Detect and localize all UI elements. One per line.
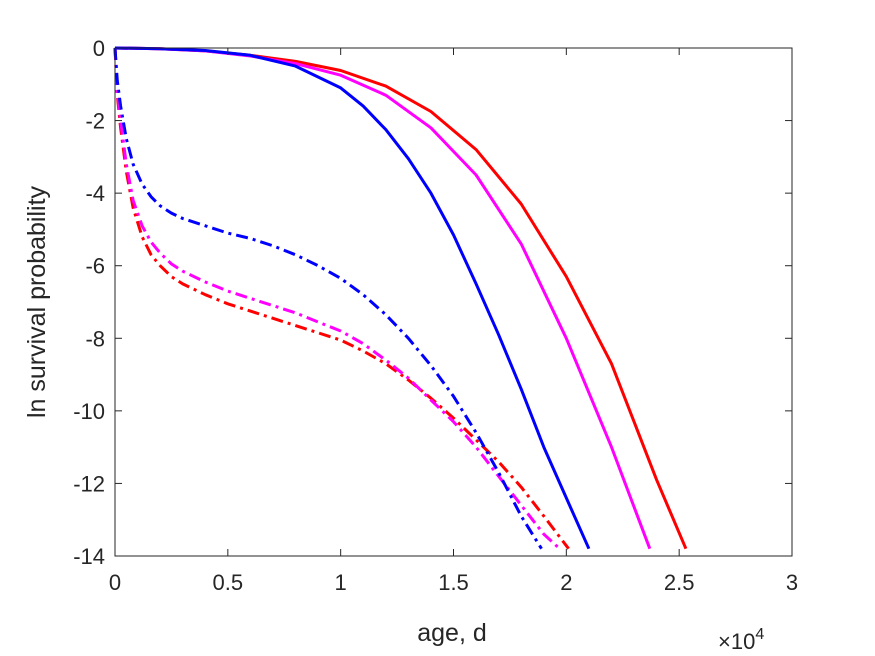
axes-box	[114, 47, 793, 557]
series-line-5-dashdot	[113, 47, 543, 550]
x-axis-label: age, d	[417, 619, 487, 647]
x-tick-label: 0	[109, 570, 121, 595]
series-line-2-solid	[114, 46, 591, 550]
y-axis-label: ln survival probability	[23, 185, 51, 418]
y-tick-label: -6	[85, 254, 105, 279]
x-tick-label: 2.5	[664, 570, 695, 595]
y-tick-label: -8	[85, 326, 105, 351]
x-tick-label: 3	[786, 570, 798, 595]
y-tick-label: -12	[73, 471, 105, 496]
y-tick-label: -10	[73, 399, 105, 424]
y-tick-label: -14	[73, 544, 105, 569]
series-line-4-dashdot	[113, 47, 561, 550]
x-tick-label: 1.5	[438, 570, 469, 595]
series-line-3-dashdot	[113, 47, 570, 550]
x-tick-label: 2	[560, 570, 572, 595]
x-exponent-power: 4	[755, 626, 764, 643]
series-line-1-solid	[114, 46, 652, 550]
x-tick-label: 0.5	[213, 570, 244, 595]
series-layer	[113, 46, 688, 550]
y-tick-label: 0	[93, 36, 105, 61]
ticks-layer: 0 0.5 1 1.5 2 2.5 3 0 -2 -4 -6 -8 -10 -12 -14	[73, 36, 798, 595]
y-tick-label: -2	[85, 109, 105, 134]
series-line-0-solid	[114, 46, 688, 550]
x-exponent-base: ×10	[718, 629, 755, 654]
x-axis-exponent: ×104	[718, 626, 764, 654]
y-tick-label: -4	[85, 181, 105, 206]
x-tick-label: 1	[335, 570, 347, 595]
